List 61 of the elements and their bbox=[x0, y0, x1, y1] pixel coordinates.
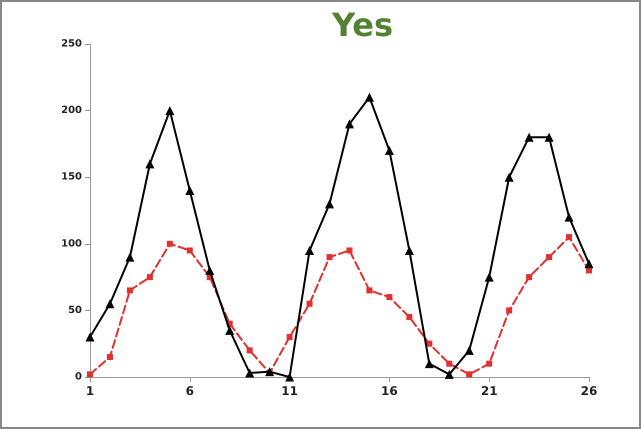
y-tick-label: 100 bbox=[61, 238, 82, 250]
point bbox=[185, 186, 194, 196]
point bbox=[325, 199, 334, 208]
x-tick-label: 6 bbox=[186, 384, 194, 398]
point bbox=[424, 359, 434, 368]
y-tick-label: 50 bbox=[68, 304, 82, 316]
chart-title: Yes bbox=[331, 6, 393, 44]
point bbox=[484, 272, 494, 282]
point bbox=[186, 247, 193, 254]
point bbox=[305, 246, 314, 255]
point bbox=[546, 254, 552, 260]
point bbox=[346, 247, 352, 254]
point bbox=[265, 367, 274, 376]
point bbox=[564, 212, 574, 222]
point bbox=[406, 314, 412, 320]
point bbox=[205, 266, 214, 275]
point bbox=[464, 346, 474, 355]
point bbox=[87, 371, 93, 378]
point bbox=[306, 300, 313, 307]
point bbox=[126, 287, 133, 294]
point bbox=[384, 146, 394, 156]
y-tick-label: 150 bbox=[61, 172, 82, 183]
x-tick-label: 21 bbox=[480, 384, 498, 398]
point bbox=[486, 360, 492, 367]
x-tick-label: 16 bbox=[381, 384, 398, 398]
point bbox=[326, 254, 333, 260]
point bbox=[225, 326, 234, 335]
point bbox=[246, 347, 253, 354]
point bbox=[106, 354, 113, 360]
point bbox=[286, 334, 293, 340]
point bbox=[86, 332, 94, 342]
point bbox=[444, 370, 454, 379]
point bbox=[245, 368, 254, 378]
point bbox=[344, 119, 354, 128]
point bbox=[386, 294, 392, 300]
point bbox=[366, 287, 372, 294]
y-tick-label: 200 bbox=[61, 105, 82, 116]
point bbox=[364, 92, 374, 102]
point bbox=[466, 371, 472, 378]
point bbox=[166, 240, 173, 247]
x-tick-label: 1 bbox=[86, 384, 94, 398]
x-tick-label: 26 bbox=[580, 384, 598, 398]
point bbox=[566, 234, 572, 240]
point bbox=[125, 252, 134, 262]
point bbox=[504, 172, 514, 182]
x-tick-label: 11 bbox=[281, 384, 298, 398]
point bbox=[285, 372, 294, 382]
point bbox=[145, 159, 154, 168]
point bbox=[526, 274, 532, 280]
point bbox=[544, 132, 554, 142]
point bbox=[506, 307, 512, 314]
point bbox=[146, 274, 153, 280]
point bbox=[105, 299, 114, 308]
point bbox=[426, 340, 432, 347]
point bbox=[524, 132, 534, 142]
point bbox=[165, 106, 174, 116]
y-tick-label: 250 bbox=[61, 38, 82, 50]
point bbox=[404, 246, 414, 255]
point bbox=[446, 360, 452, 367]
y-tick-label: 0 bbox=[75, 372, 82, 382]
point bbox=[584, 259, 594, 268]
